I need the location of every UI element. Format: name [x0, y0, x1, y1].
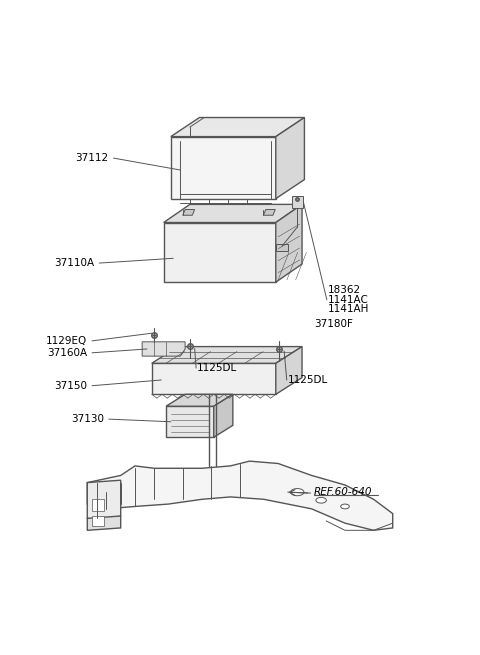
- Polygon shape: [291, 196, 303, 208]
- Polygon shape: [87, 516, 120, 531]
- Ellipse shape: [316, 497, 326, 503]
- Polygon shape: [164, 223, 276, 282]
- Text: 1129EQ: 1129EQ: [46, 336, 87, 346]
- Text: 1141AC: 1141AC: [328, 295, 369, 305]
- Text: 37130: 37130: [71, 414, 104, 424]
- Text: 37160A: 37160A: [47, 348, 87, 358]
- Text: 18362: 18362: [328, 286, 361, 295]
- Text: 37110A: 37110A: [54, 258, 95, 268]
- Bar: [92, 499, 104, 512]
- Polygon shape: [276, 244, 288, 251]
- Polygon shape: [276, 346, 302, 394]
- Text: 1141AH: 1141AH: [328, 305, 370, 314]
- Polygon shape: [152, 364, 276, 394]
- Polygon shape: [152, 346, 302, 364]
- Text: 1125DL: 1125DL: [197, 363, 237, 373]
- Text: 1125DL: 1125DL: [288, 375, 328, 385]
- Text: REF.60-640: REF.60-640: [314, 487, 372, 497]
- Polygon shape: [276, 117, 304, 198]
- Polygon shape: [183, 210, 195, 215]
- Ellipse shape: [341, 504, 349, 509]
- Polygon shape: [166, 406, 214, 438]
- Polygon shape: [166, 394, 233, 406]
- Polygon shape: [264, 210, 276, 215]
- Polygon shape: [276, 204, 302, 282]
- Polygon shape: [87, 480, 120, 521]
- Polygon shape: [171, 117, 304, 137]
- Polygon shape: [164, 204, 302, 223]
- Polygon shape: [142, 342, 185, 356]
- Text: 37150: 37150: [54, 381, 87, 391]
- Text: 37180F: 37180F: [314, 319, 353, 329]
- Polygon shape: [171, 137, 276, 198]
- Ellipse shape: [290, 489, 304, 496]
- Text: 37112: 37112: [76, 153, 109, 163]
- Polygon shape: [87, 461, 393, 531]
- Bar: [92, 516, 104, 525]
- Polygon shape: [214, 394, 233, 438]
